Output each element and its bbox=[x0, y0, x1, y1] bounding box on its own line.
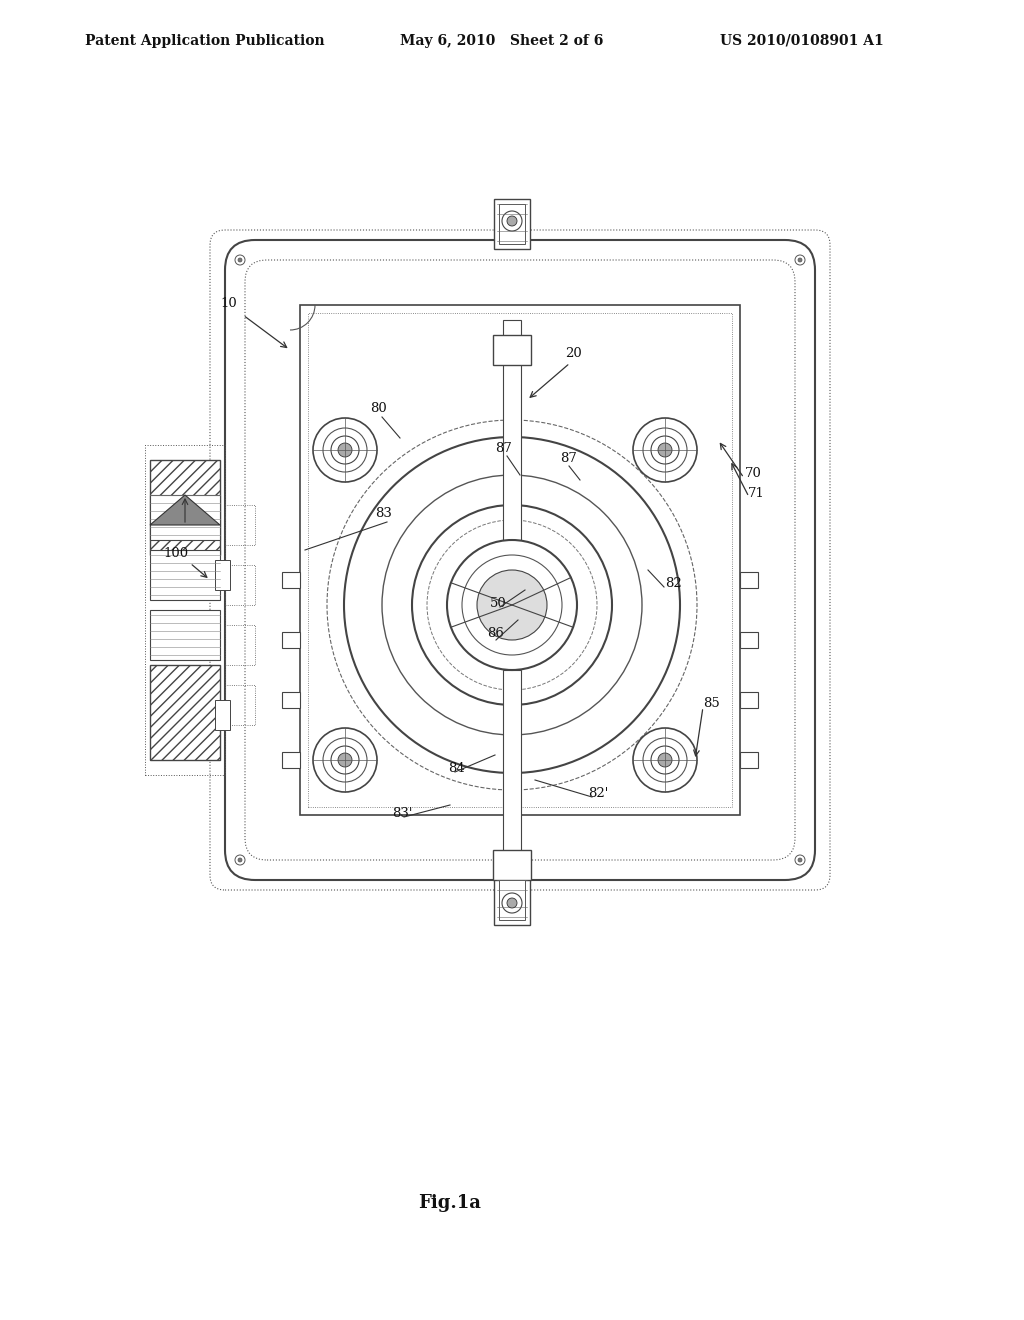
Text: May 6, 2010   Sheet 2 of 6: May 6, 2010 Sheet 2 of 6 bbox=[400, 34, 603, 48]
Bar bbox=[493, 850, 531, 880]
Text: 83: 83 bbox=[375, 507, 392, 520]
FancyBboxPatch shape bbox=[245, 260, 795, 861]
Text: 86: 86 bbox=[487, 627, 504, 640]
Text: 84: 84 bbox=[449, 762, 465, 775]
Bar bbox=[215, 560, 230, 590]
Circle shape bbox=[313, 418, 377, 482]
Bar bbox=[150, 495, 220, 540]
Bar bbox=[282, 632, 300, 648]
Circle shape bbox=[382, 475, 642, 735]
Circle shape bbox=[234, 855, 245, 865]
Text: 85: 85 bbox=[703, 697, 720, 710]
Circle shape bbox=[798, 858, 802, 862]
Text: 82: 82 bbox=[665, 577, 682, 590]
Bar bbox=[282, 692, 300, 708]
Circle shape bbox=[323, 428, 367, 473]
Bar bbox=[150, 665, 220, 760]
Circle shape bbox=[447, 540, 577, 671]
Circle shape bbox=[234, 255, 245, 265]
Circle shape bbox=[331, 746, 359, 774]
Bar bbox=[215, 700, 230, 730]
Text: 87: 87 bbox=[560, 451, 577, 465]
Bar bbox=[740, 692, 758, 708]
Bar bbox=[308, 313, 732, 807]
Bar bbox=[740, 752, 758, 768]
Text: 82': 82' bbox=[588, 787, 608, 800]
Circle shape bbox=[643, 428, 687, 473]
Text: Fig.1a: Fig.1a bbox=[419, 1195, 481, 1212]
Circle shape bbox=[477, 570, 547, 640]
Circle shape bbox=[658, 752, 672, 767]
FancyBboxPatch shape bbox=[225, 240, 815, 880]
Text: 80: 80 bbox=[370, 403, 387, 414]
Text: US 2010/0108901 A1: US 2010/0108901 A1 bbox=[720, 34, 884, 48]
Circle shape bbox=[412, 506, 612, 705]
Bar bbox=[225, 624, 255, 665]
Bar bbox=[740, 572, 758, 587]
Bar bbox=[225, 685, 255, 725]
Circle shape bbox=[507, 898, 517, 908]
Circle shape bbox=[344, 437, 680, 774]
Bar bbox=[740, 632, 758, 648]
Circle shape bbox=[507, 216, 517, 226]
Circle shape bbox=[651, 746, 679, 774]
Circle shape bbox=[795, 855, 805, 865]
Bar bbox=[503, 319, 521, 540]
Bar bbox=[493, 335, 531, 366]
Text: Patent Application Publication: Patent Application Publication bbox=[85, 34, 325, 48]
Bar bbox=[499, 880, 525, 920]
Text: 71: 71 bbox=[748, 487, 765, 500]
Bar bbox=[150, 610, 220, 660]
Text: 20: 20 bbox=[565, 347, 582, 360]
Circle shape bbox=[651, 436, 679, 465]
Circle shape bbox=[338, 444, 352, 457]
Circle shape bbox=[502, 211, 522, 231]
Bar bbox=[494, 199, 530, 249]
Circle shape bbox=[633, 418, 697, 482]
Bar bbox=[282, 752, 300, 768]
FancyBboxPatch shape bbox=[210, 230, 830, 890]
Bar bbox=[150, 459, 220, 554]
Bar bbox=[225, 565, 255, 605]
Bar bbox=[225, 506, 255, 545]
Text: 83': 83' bbox=[392, 807, 413, 820]
Circle shape bbox=[633, 729, 697, 792]
Circle shape bbox=[643, 738, 687, 781]
Circle shape bbox=[331, 436, 359, 465]
Polygon shape bbox=[150, 495, 220, 525]
Circle shape bbox=[313, 729, 377, 792]
Bar bbox=[145, 445, 225, 775]
Bar bbox=[150, 550, 220, 601]
Circle shape bbox=[502, 894, 522, 913]
Circle shape bbox=[238, 858, 242, 862]
Bar bbox=[499, 205, 525, 244]
Circle shape bbox=[238, 257, 242, 261]
Circle shape bbox=[795, 255, 805, 265]
Text: 50: 50 bbox=[490, 597, 507, 610]
Bar bbox=[494, 875, 530, 925]
Circle shape bbox=[462, 554, 562, 655]
Text: 70: 70 bbox=[745, 467, 762, 480]
Circle shape bbox=[338, 752, 352, 767]
Text: 100: 100 bbox=[163, 546, 188, 560]
Text: 87: 87 bbox=[495, 442, 512, 455]
Bar bbox=[282, 572, 300, 587]
Bar bbox=[503, 671, 521, 890]
Circle shape bbox=[658, 444, 672, 457]
Bar bbox=[300, 305, 740, 814]
Text: 10: 10 bbox=[220, 297, 237, 310]
Circle shape bbox=[323, 738, 367, 781]
Circle shape bbox=[798, 257, 802, 261]
